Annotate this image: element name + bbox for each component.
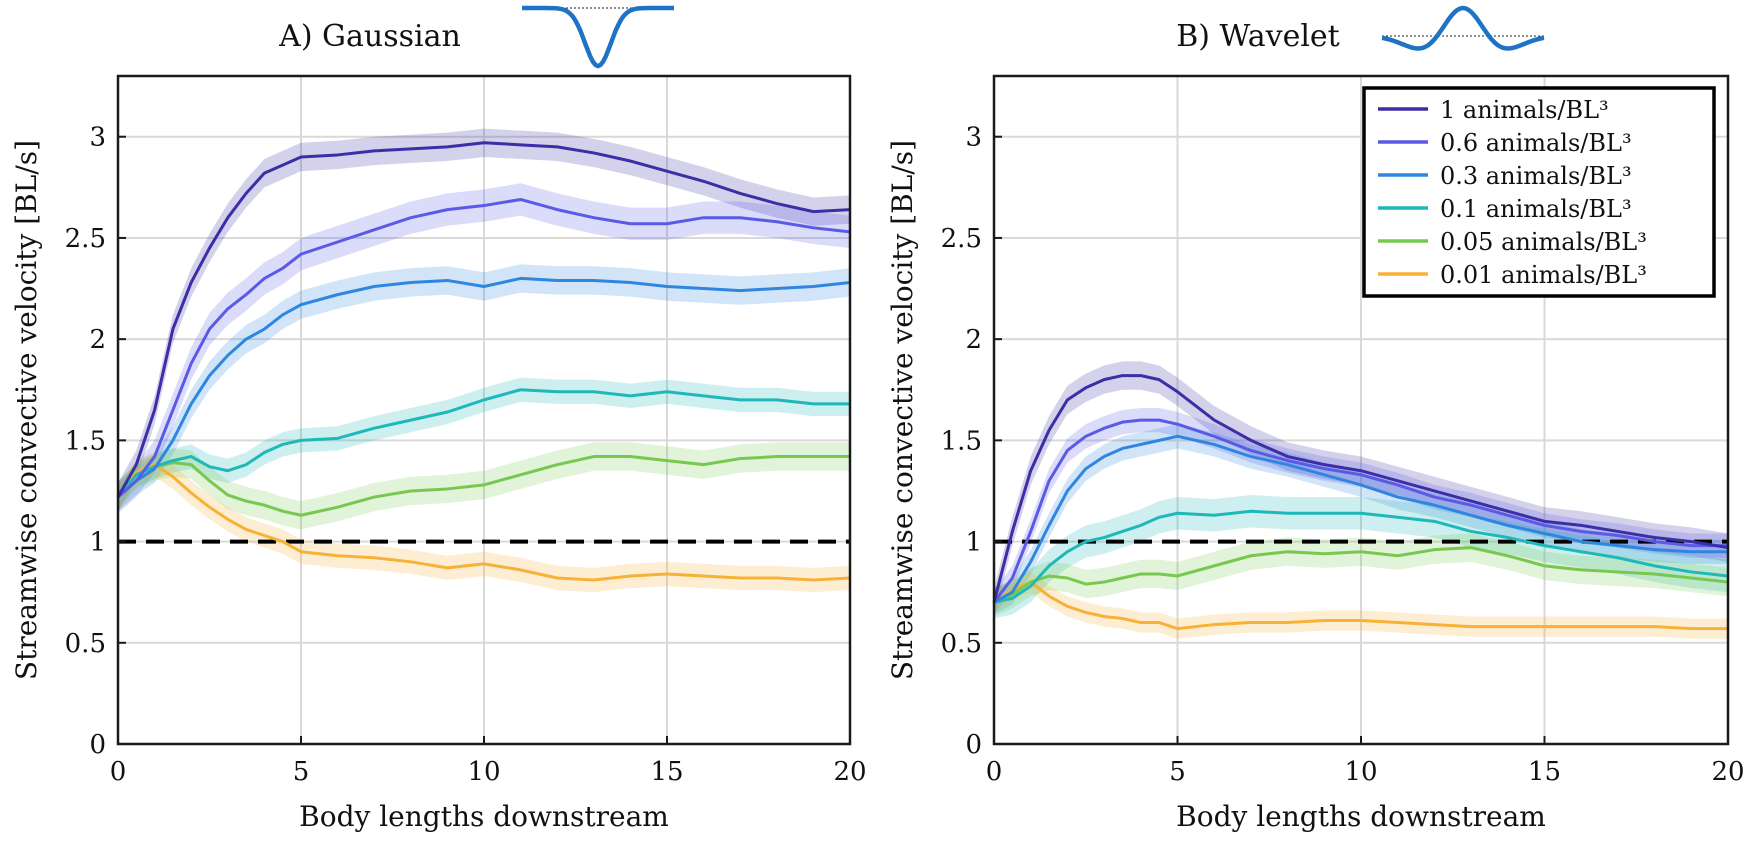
gaussian-dip-icon — [522, 5, 674, 69]
y-tick-label: 3 — [89, 123, 106, 153]
y-axis-label: Streamwise convective velocity [BL/s] — [10, 140, 43, 680]
series-lines — [116, 141, 851, 582]
x-tick-label: 0 — [110, 757, 127, 787]
x-tick-label: 5 — [1169, 757, 1186, 787]
series-band-1 — [118, 183, 850, 514]
legend-label-1: 0.6 animals/BL³ — [1440, 129, 1632, 157]
x-axis-label: Body lengths downstream — [1176, 800, 1546, 833]
series-line-0 — [116, 141, 851, 498]
series-line-4 — [116, 455, 850, 517]
x-tick-label: 10 — [467, 757, 500, 787]
panel-gaussian: 0 5 10 15 20 0 0.5 1 1.5 2 2.5 3 Body lengths downst… — [10, 5, 867, 833]
series-line-2 — [993, 434, 1728, 604]
y-tick-label: 1.5 — [941, 426, 982, 456]
x-tick-label: 5 — [293, 757, 310, 787]
x-tick-label: 10 — [1344, 757, 1377, 787]
legend-label-5: 0.01 animals/BL³ — [1440, 261, 1647, 289]
y-tick-label: 0 — [965, 730, 982, 760]
series-line-5 — [116, 463, 851, 582]
x-tick-label: 15 — [650, 757, 683, 787]
y-axis-label: Streamwise convective velocity [BL/s] — [886, 140, 919, 680]
legend-label-4: 0.05 animals/BL³ — [1440, 228, 1647, 256]
series-line-4 — [993, 546, 1729, 604]
y-tick-label: 1 — [89, 528, 106, 558]
wavelet-icon — [1381, 5, 1545, 51]
y-tick-label: 2.5 — [941, 224, 982, 254]
legend: 1 animals/BL³ 0.6 animals/BL³ 0.3 animals/… — [1362, 86, 1716, 298]
y-tick-label: 2.5 — [65, 224, 106, 254]
y-tick-label: 1.5 — [65, 426, 106, 456]
panel-wavelet: 0 5 10 15 20 0 0.5 1 1.5 2 2.5 3 Body lengths downst… — [886, 5, 1745, 833]
confidence-bands — [994, 361, 1728, 639]
series-band-3 — [994, 495, 1728, 619]
legend-label-3: 0.1 animals/BL³ — [1440, 195, 1632, 223]
panel-title: B) Wavelet — [1176, 19, 1340, 54]
panel-title: A) Gaussian — [278, 19, 461, 54]
curve — [1381, 5, 1545, 51]
x-tick-label: 0 — [986, 757, 1003, 787]
series-band-5 — [994, 571, 1728, 639]
series-line-3 — [116, 388, 850, 498]
y-tick-label: 3 — [965, 123, 982, 153]
series-line-3 — [993, 509, 1729, 604]
series-line-1 — [992, 418, 1728, 604]
x-tick-label: 20 — [1711, 757, 1744, 787]
y-tick-label: 0 — [89, 730, 106, 760]
x-axis-label: Body lengths downstream — [299, 800, 669, 833]
series-line-0 — [992, 374, 1729, 603]
series-line-1 — [117, 197, 851, 499]
x-tick-label: 20 — [833, 757, 866, 787]
curve — [522, 5, 674, 69]
series-band-0 — [994, 361, 1728, 617]
series-lines — [992, 374, 1729, 631]
legend-box — [1362, 86, 1716, 298]
legend-label-2: 0.3 animals/BL³ — [1440, 162, 1632, 190]
legend-label-0: 1 animals/BL³ — [1440, 96, 1609, 124]
y-tick-label: 2 — [89, 325, 106, 355]
y-tick-label: 0.5 — [941, 629, 982, 659]
y-tick-label: 2 — [965, 325, 982, 355]
y-tick-label: 0.5 — [65, 629, 106, 659]
ticks: 0 5 10 15 20 0 0.5 1 1.5 2 2.5 3 — [65, 123, 867, 787]
ticks: 0 5 10 15 20 0 0.5 1 1.5 2 2.5 3 — [941, 123, 1745, 787]
series-band-5 — [118, 452, 850, 593]
series-line-2 — [117, 276, 851, 499]
series-band-4 — [994, 533, 1728, 617]
series-band-3 — [118, 377, 850, 510]
y-tick-label: 1 — [965, 528, 982, 558]
x-tick-label: 15 — [1528, 757, 1561, 787]
series-line-5 — [993, 580, 1728, 631]
